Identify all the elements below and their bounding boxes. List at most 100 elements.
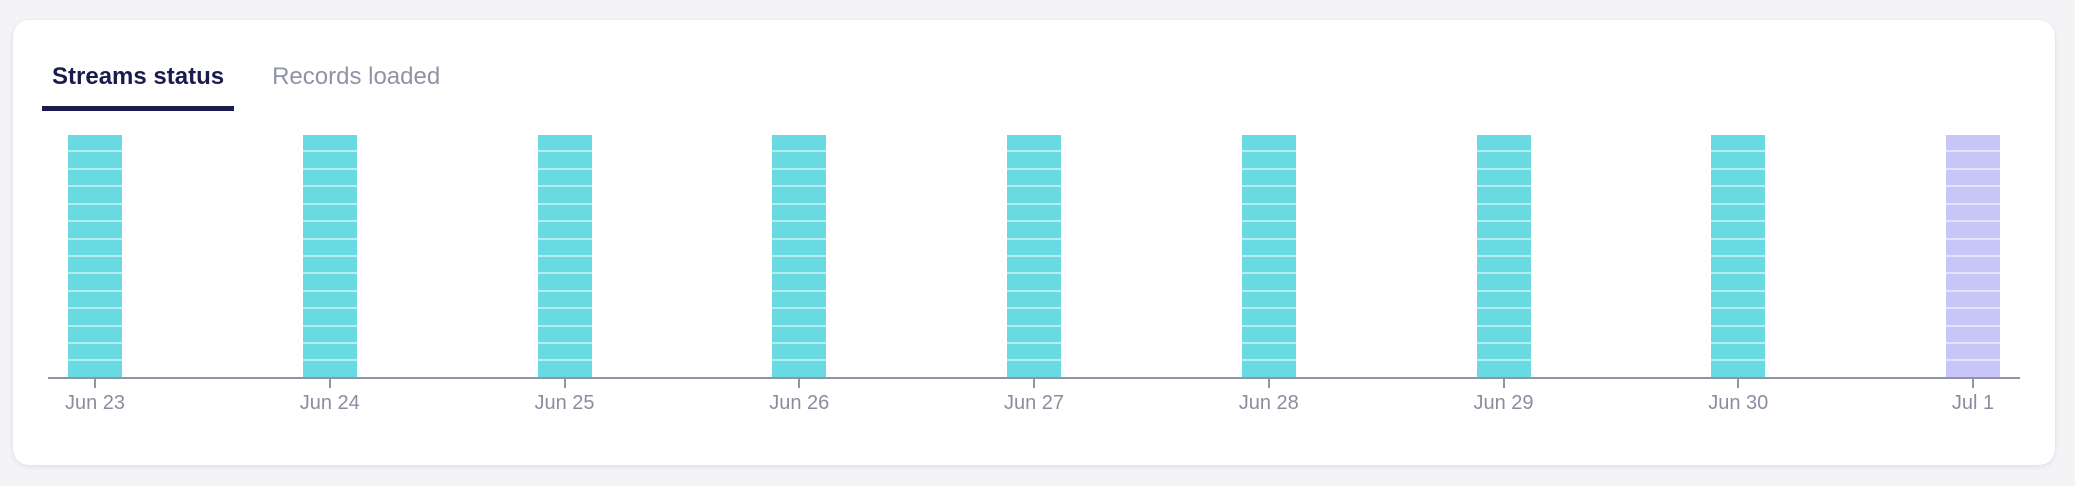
bar-segment [1946,254,2000,272]
bar-segment [1946,135,2000,150]
bar-segment [1241,359,1296,376]
bar-segment [1711,202,1766,220]
bar-segment [302,150,357,167]
x-axis-label: Jul 1 [1951,392,1995,414]
bar-segment [772,220,827,237]
bar-segment [1007,237,1061,255]
bar-segment [772,307,827,324]
x-axis-label: Jun 29 [1473,392,1534,414]
bar-segment [68,359,122,376]
chart-column: Jun 29 [1457,135,1551,415]
tab-streams-status[interactable]: Streams status [42,62,235,111]
bar-segment [1711,150,1766,167]
chart-column: Jun 26 [752,135,846,415]
bar-segment [1241,324,1296,342]
bar-segment [1476,202,1531,220]
bar-segment [1007,289,1061,307]
bar-segment [1007,150,1061,167]
bar-segment [772,185,827,202]
bar-segment [1711,359,1766,376]
bar-segment [1946,324,2000,342]
chart-plot: Jun 23 Jun 24 Jun 25 Jun 26 Jun 27 Jun 28 Jun … [48,135,2020,415]
bar-segment [1476,342,1531,359]
bar-segment [772,324,827,342]
bar-segment [1241,167,1296,185]
bar-segment [772,237,827,255]
bar-segment [302,167,357,185]
bar-segment [302,342,357,359]
bar-segment [1946,289,2000,307]
bar-segment [772,342,827,359]
bar-segment [1476,185,1531,202]
bar-segment [68,167,122,185]
bar-segment [772,254,827,272]
bar-segment [68,307,122,324]
chart-bar-jun-23[interactable] [68,135,122,377]
bar-segment [1242,135,1296,150]
chart-bar-jun-30[interactable] [1711,135,1766,377]
chart-bar-jun-25[interactable] [537,135,592,377]
bar-segment [1476,254,1531,272]
bar-segment [1711,220,1766,237]
bar-segment [1946,272,2000,289]
bar-segment [538,135,592,150]
bar-segment [537,237,592,255]
axis-tick [1267,379,1270,388]
bar-segment [772,272,827,289]
x-axis-label: Jun 25 [534,392,595,414]
bar-segment [1241,202,1296,220]
axis-tick [94,379,96,388]
bar-segment [1476,272,1531,289]
bar-segment [537,289,592,307]
bar-segment [772,202,827,220]
bar-segment [1946,167,2000,185]
bar-segment [68,254,122,272]
x-axis-label: Jun 27 [1003,392,1065,414]
bar-segment [537,342,592,359]
bar-segment [1007,272,1061,289]
bar-segment [1476,237,1531,255]
bar-segment [1007,167,1061,185]
bar-segment [1476,150,1531,167]
chart-bar-jun-24[interactable] [302,135,357,377]
bar-segment [537,307,592,324]
chart-bar-jul-1[interactable] [1946,135,2000,377]
bar-segment [68,272,122,289]
streams-status-card: Streams status Records loaded Jun 23 Jun … [13,20,2055,465]
bar-segment [68,135,122,150]
bar-segment [1476,324,1531,342]
bar-segment [1476,220,1531,237]
bar-segment [537,150,592,167]
x-axis-label: Jun 26 [769,392,830,414]
bar-segment [1711,185,1766,202]
bar-segment [1007,324,1061,342]
bar-segment [1946,202,2000,220]
bar-segment [68,324,122,342]
bar-segment [1711,135,1765,150]
tab-records-loaded[interactable]: Records loaded [272,63,441,90]
bar-segment [302,220,357,237]
bar-segment [68,220,122,237]
chart-bar-jun-27[interactable] [1007,135,1061,377]
bar-segment [537,272,592,289]
chart-bar-jun-29[interactable] [1476,135,1531,377]
bar-segment [68,342,122,359]
bar-segment [1007,359,1061,376]
chart-bar-jun-26[interactable] [772,135,827,377]
chart-column: Jun 28 [1222,135,1316,415]
bar-segment [68,237,122,255]
bar-segment [302,307,357,324]
bar-segment [1241,307,1296,324]
bar-segment [302,237,357,255]
x-axis-label: Jun 23 [64,392,126,414]
bar-segment [1007,202,1061,220]
bar-segment [1946,342,2000,359]
bar-segment [1711,307,1766,324]
bar-segment [1241,254,1296,272]
chart-bar-jun-28[interactable] [1241,135,1296,377]
bar-segment [772,289,827,307]
bar-segment [68,202,122,220]
bar-segment [1711,272,1766,289]
bar-segment [1476,289,1531,307]
